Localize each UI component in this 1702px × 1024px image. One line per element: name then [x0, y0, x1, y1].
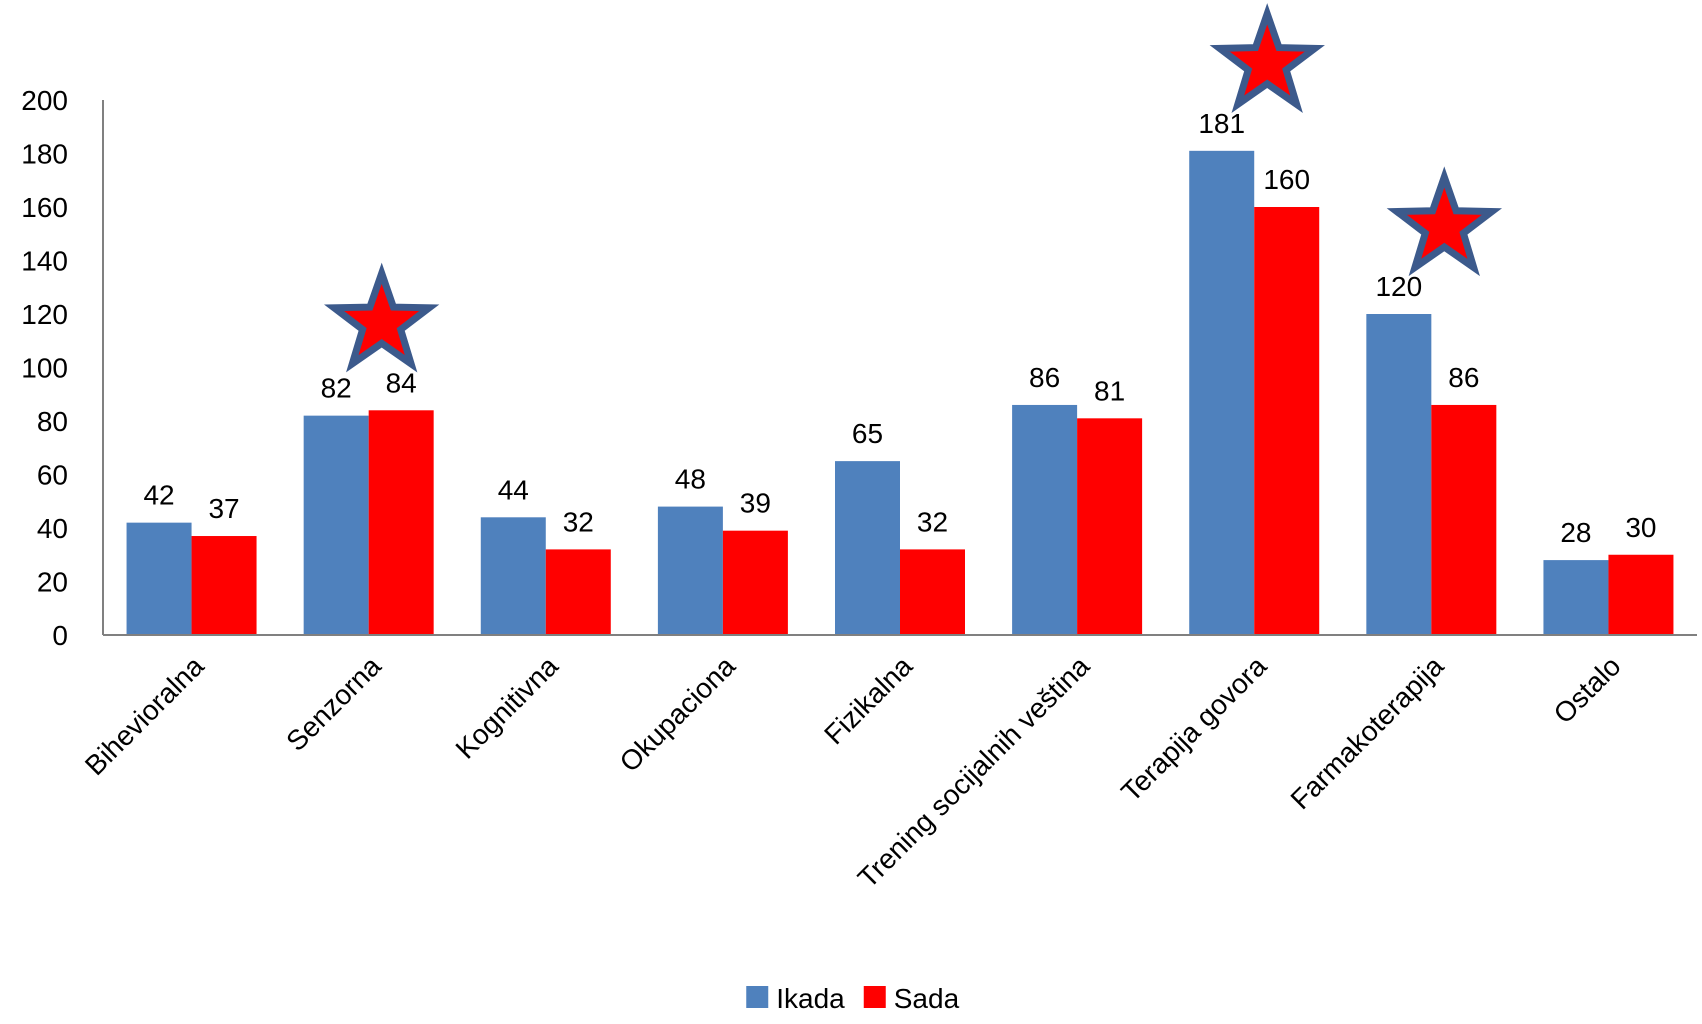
y-tick-label: 0 — [52, 620, 68, 651]
bar-sada — [900, 549, 965, 635]
legend: Ikada Sada — [746, 983, 960, 1014]
bar-sada — [1077, 418, 1143, 635]
category-label: Ostalo — [1548, 650, 1627, 729]
bar-ikada — [657, 506, 723, 635]
data-label: 32 — [917, 506, 948, 537]
bar-ikada — [480, 517, 546, 635]
data-label: 28 — [1560, 517, 1591, 548]
y-tick-label: 140 — [21, 246, 68, 277]
bar-sada — [368, 410, 434, 635]
data-label: 82 — [321, 373, 352, 404]
data-label: 84 — [386, 367, 417, 398]
category-label: Okupaciona — [614, 650, 742, 778]
y-tick-label: 60 — [37, 460, 68, 491]
bar-sada — [545, 549, 611, 635]
y-tick-label: 20 — [37, 567, 68, 598]
y-tick-label: 120 — [21, 299, 68, 330]
y-tick-label: 100 — [21, 353, 68, 384]
category-label: Kognitivna — [450, 650, 565, 765]
star-icon — [1386, 166, 1503, 277]
bar-sada — [722, 530, 788, 635]
bar-ikada — [1366, 314, 1432, 635]
data-label: 181 — [1198, 108, 1245, 139]
data-label: 160 — [1263, 164, 1310, 195]
bar-ikada — [835, 461, 900, 635]
category-labels: Bihevioralna Senzorna Kognitivna Okupaciona… — [79, 650, 1627, 894]
y-tick-label: 80 — [37, 406, 68, 437]
category-label: Terapija govora — [1115, 650, 1273, 808]
data-label: 48 — [675, 464, 706, 495]
data-label: 39 — [740, 488, 771, 519]
bar-ikada — [126, 522, 192, 635]
category-label: Senzorna — [280, 650, 387, 757]
legend-swatch-sada — [863, 986, 886, 1008]
y-tick-label: 200 — [21, 85, 68, 116]
bars — [126, 150, 1674, 635]
y-axis-ticks: 0 20 40 60 80 100 120 140 160 180 200 — [21, 85, 68, 651]
bar-ikada — [1543, 560, 1609, 635]
data-label: 81 — [1094, 375, 1125, 406]
data-label: 30 — [1625, 512, 1656, 543]
star-markers — [323, 3, 1503, 373]
bar-sada — [1431, 404, 1497, 635]
data-label: 65 — [852, 418, 883, 449]
data-labels: 42 37 82 84 44 32 48 39 65 32 86 81 181 160 120 86 28 30 — [143, 108, 1656, 548]
data-label: 86 — [1448, 362, 1479, 393]
category-label: Bihevioralna — [79, 650, 210, 781]
legend-label-sada: Sada — [894, 983, 960, 1014]
category-label: Farmakoterapija — [1285, 650, 1450, 815]
bar-ikada — [303, 415, 369, 635]
star-icon — [1209, 3, 1325, 113]
y-tick-label: 160 — [21, 192, 68, 223]
category-label: Fizikalna — [818, 650, 918, 750]
bar-ikada — [1189, 150, 1255, 635]
legend-swatch-ikada — [746, 986, 769, 1008]
data-label: 44 — [498, 474, 529, 505]
bar-sada — [191, 536, 257, 635]
data-label: 32 — [563, 506, 594, 537]
data-label: 86 — [1029, 362, 1060, 393]
bar-sada — [1608, 554, 1674, 635]
data-label: 37 — [208, 493, 239, 524]
y-tick-label: 180 — [21, 139, 68, 170]
legend-label-ikada: Ikada — [776, 983, 845, 1014]
y-tick-label: 40 — [37, 513, 68, 544]
data-label: 120 — [1375, 271, 1422, 302]
data-label: 42 — [143, 480, 174, 511]
star-icon — [323, 262, 440, 373]
bar-sada — [1254, 207, 1320, 635]
axes — [102, 100, 1697, 636]
bar-ikada — [1012, 404, 1078, 635]
